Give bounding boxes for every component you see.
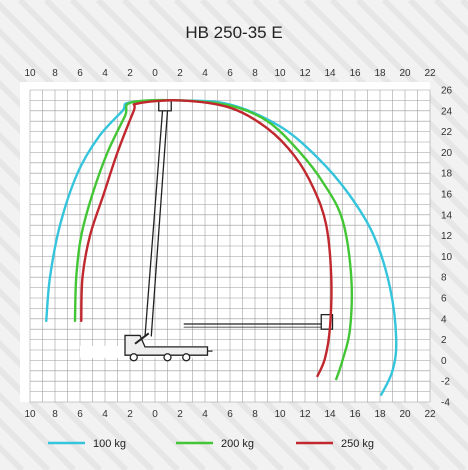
x-tick-label-bottom: 6: [77, 409, 83, 420]
platform-machine-illustration: [80, 99, 334, 362]
y-tick-label: 24: [441, 106, 453, 117]
x-tick-label-bottom: 4: [102, 409, 108, 420]
x-tick-label-top: 6: [227, 68, 233, 79]
wheel: [129, 353, 138, 362]
x-tick-label-top: 8: [252, 68, 258, 79]
x-tick-label-top: 12: [299, 68, 311, 79]
truck-body: [124, 334, 209, 356]
x-tick-label-top: 10: [24, 68, 36, 79]
x-tick-label-top: 2: [177, 68, 183, 79]
x-tick-label-bottom: 16: [349, 409, 361, 420]
y-tick-label: 4: [441, 314, 447, 325]
x-tick-label-top: 6: [77, 68, 83, 79]
background-stripe: [277, 0, 468, 193]
x-tick-label-top: 8: [52, 68, 58, 79]
y-tick-label: -2: [441, 377, 450, 388]
y-tick-label: 18: [441, 169, 453, 180]
x-tick-label-top: 2: [127, 68, 133, 79]
x-tick-label-bottom: 2: [127, 409, 133, 420]
series-lines: [45, 98, 398, 396]
series-line-200-kg: [73, 98, 353, 381]
background-stripe: [329, 0, 468, 141]
legend-label: 100 kg: [93, 438, 126, 450]
wheel: [182, 353, 191, 362]
y-tick-label: 26: [441, 86, 453, 97]
y-tick-label: 10: [441, 252, 453, 263]
x-tick-label-bottom: 10: [274, 409, 286, 420]
background-stripe: [199, 0, 468, 271]
x-tick-label-top: 10: [274, 68, 286, 79]
x-tick-label-bottom: 0: [152, 409, 158, 420]
y-tick-label: 6: [441, 294, 447, 305]
x-tick-label-bottom: 6: [227, 409, 233, 420]
x-tick-label-top: 22: [424, 68, 436, 79]
background-stripe: [225, 0, 468, 245]
grid: [29, 89, 431, 403]
background-stripe: [355, 0, 468, 115]
basket-right: [320, 313, 334, 330]
background-stripe: [381, 0, 468, 89]
y-tick-label: 22: [441, 127, 453, 138]
vertical-boom-edge: [150, 110, 169, 337]
x-tick-label-bottom: 8: [52, 409, 58, 420]
y-tick-label: 0: [441, 356, 447, 367]
series-line-250-kg: [80, 99, 333, 378]
chart-title: HB 250-35 E: [185, 23, 282, 42]
x-tick-label-bottom: 10: [24, 409, 36, 420]
background-stripe: [251, 0, 468, 219]
vertical-boom: [144, 110, 164, 337]
x-tick-label-bottom: 14: [324, 409, 336, 420]
x-tick-label-bottom: 4: [202, 409, 208, 420]
x-tick-label-bottom: 12: [299, 409, 311, 420]
y-tick-label: 14: [441, 210, 453, 221]
y-tick-label: 2: [441, 335, 447, 346]
x-tick-label-top: 20: [399, 68, 411, 79]
y-tick-label: 8: [441, 273, 447, 284]
x-tick-label-top: 0: [152, 68, 158, 79]
x-tick-label-bottom: 18: [374, 409, 386, 420]
y-tick-label: 16: [441, 190, 453, 201]
y-tick-label: -4: [441, 398, 450, 409]
boom-joint: [134, 332, 150, 345]
y-tick-label: 20: [441, 148, 453, 159]
x-tick-label-top: 16: [349, 68, 361, 79]
wheel: [163, 353, 172, 362]
x-tick-label-top: 14: [324, 68, 336, 79]
background-stripe: [303, 0, 468, 167]
x-tick-label-top: 4: [202, 68, 208, 79]
x-tick-label-bottom: 8: [252, 409, 258, 420]
x-tick-label-bottom: 20: [399, 409, 411, 420]
legend: 100 kg 200 kg 250 kg: [48, 438, 374, 450]
legend-label: 200 kg: [221, 438, 254, 450]
x-tick-label-top: 18: [374, 68, 386, 79]
legend-label: 250 kg: [341, 438, 374, 450]
x-tick-label-bottom: 22: [424, 409, 436, 420]
x-tick-label-bottom: 2: [177, 409, 183, 420]
x-tick-label-top: 4: [102, 68, 108, 79]
y-tick-label: 12: [441, 231, 453, 242]
